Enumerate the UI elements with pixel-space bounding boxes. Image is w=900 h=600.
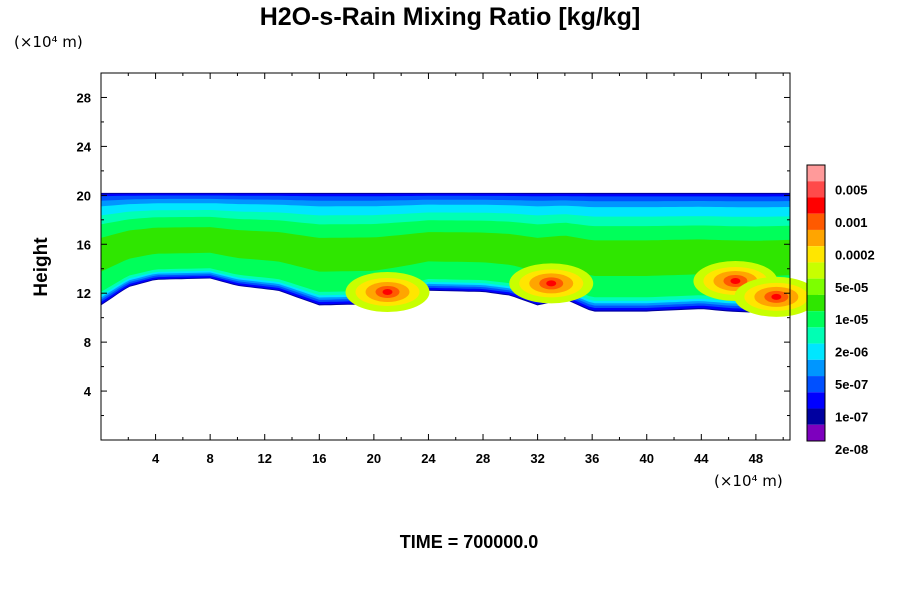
plot-area [101,73,819,440]
colorbar-swatch [807,359,825,377]
y-tick-label: 28 [77,90,91,105]
colorbar-swatch [807,376,825,393]
plot-frame [100,72,791,441]
y-axis-unit: (×10⁴ m) [14,33,83,51]
x-tick-label: 12 [257,451,271,466]
colorbar-swatch [807,278,825,295]
y-tick-label: 24 [77,139,92,154]
rain-band-green [101,227,790,277]
rain-core-red [771,293,782,300]
colorbar-swatch [807,327,825,344]
x-tick-label: 24 [421,451,436,466]
colorbar-swatch [807,181,825,198]
y-tick-label: 4 [84,384,92,399]
colorbar-swatch [807,424,825,441]
chart-title: H2O-s-Rain Mixing Ratio [kg/kg] [259,3,641,31]
colorbar-swatch [807,311,825,328]
rain-core-red [382,288,393,295]
colorbar-label: 1e-05 [835,312,868,327]
colorbar-label: 2e-08 [835,442,868,457]
colorbar-label: 0.005 [835,182,868,197]
x-tick-label: 44 [694,451,709,466]
x-tick-label: 36 [585,451,599,466]
colorbar-swatch [807,213,825,230]
x-tick-label: 16 [312,451,326,466]
x-tick-label: 8 [207,451,214,466]
y-tick-label: 20 [77,188,91,203]
x-tick-label: 20 [367,451,381,466]
colorbar-swatch [807,246,825,263]
x-tick-label: 48 [749,451,763,466]
colorbar-swatch [807,392,825,409]
x-tick-label: 28 [476,451,490,466]
x-tick-label: 32 [530,451,544,466]
x-tick-label: 40 [640,451,654,466]
colorbar-swatch [807,229,825,247]
x-tick-label: 4 [152,451,160,466]
y-tick-label: 12 [77,286,91,301]
colorbar-frame [806,164,826,442]
y-tick-label: 16 [77,237,91,252]
rain-core-red [730,277,741,284]
colorbar-label: 5e-05 [835,280,868,295]
colorbar: 0.005 0.001 0.0002 5e-05 1e-05 2e-06 5e-07 1e-0… [806,164,875,457]
colorbar-label: 2e-06 [835,345,868,360]
colorbar-swatch [807,408,825,425]
colorbar-swatch [807,262,825,279]
colorbar-label: 1e-07 [835,410,868,425]
colorbar-swatch [807,197,825,214]
rain-core-red [546,280,557,287]
colorbar-swatch [807,343,825,360]
x-axis-unit: (×10⁴ m) [714,472,783,490]
colorbar-label: 0.0002 [835,247,875,262]
y-tick-label: 8 [84,335,91,350]
colorbar-swatch [807,294,825,312]
time-label: TIME = 700000.0 [399,532,539,552]
colorbar-swatch [807,165,825,182]
colorbar-label: 0.001 [835,215,868,230]
colorbar-label: 5e-07 [835,377,868,392]
